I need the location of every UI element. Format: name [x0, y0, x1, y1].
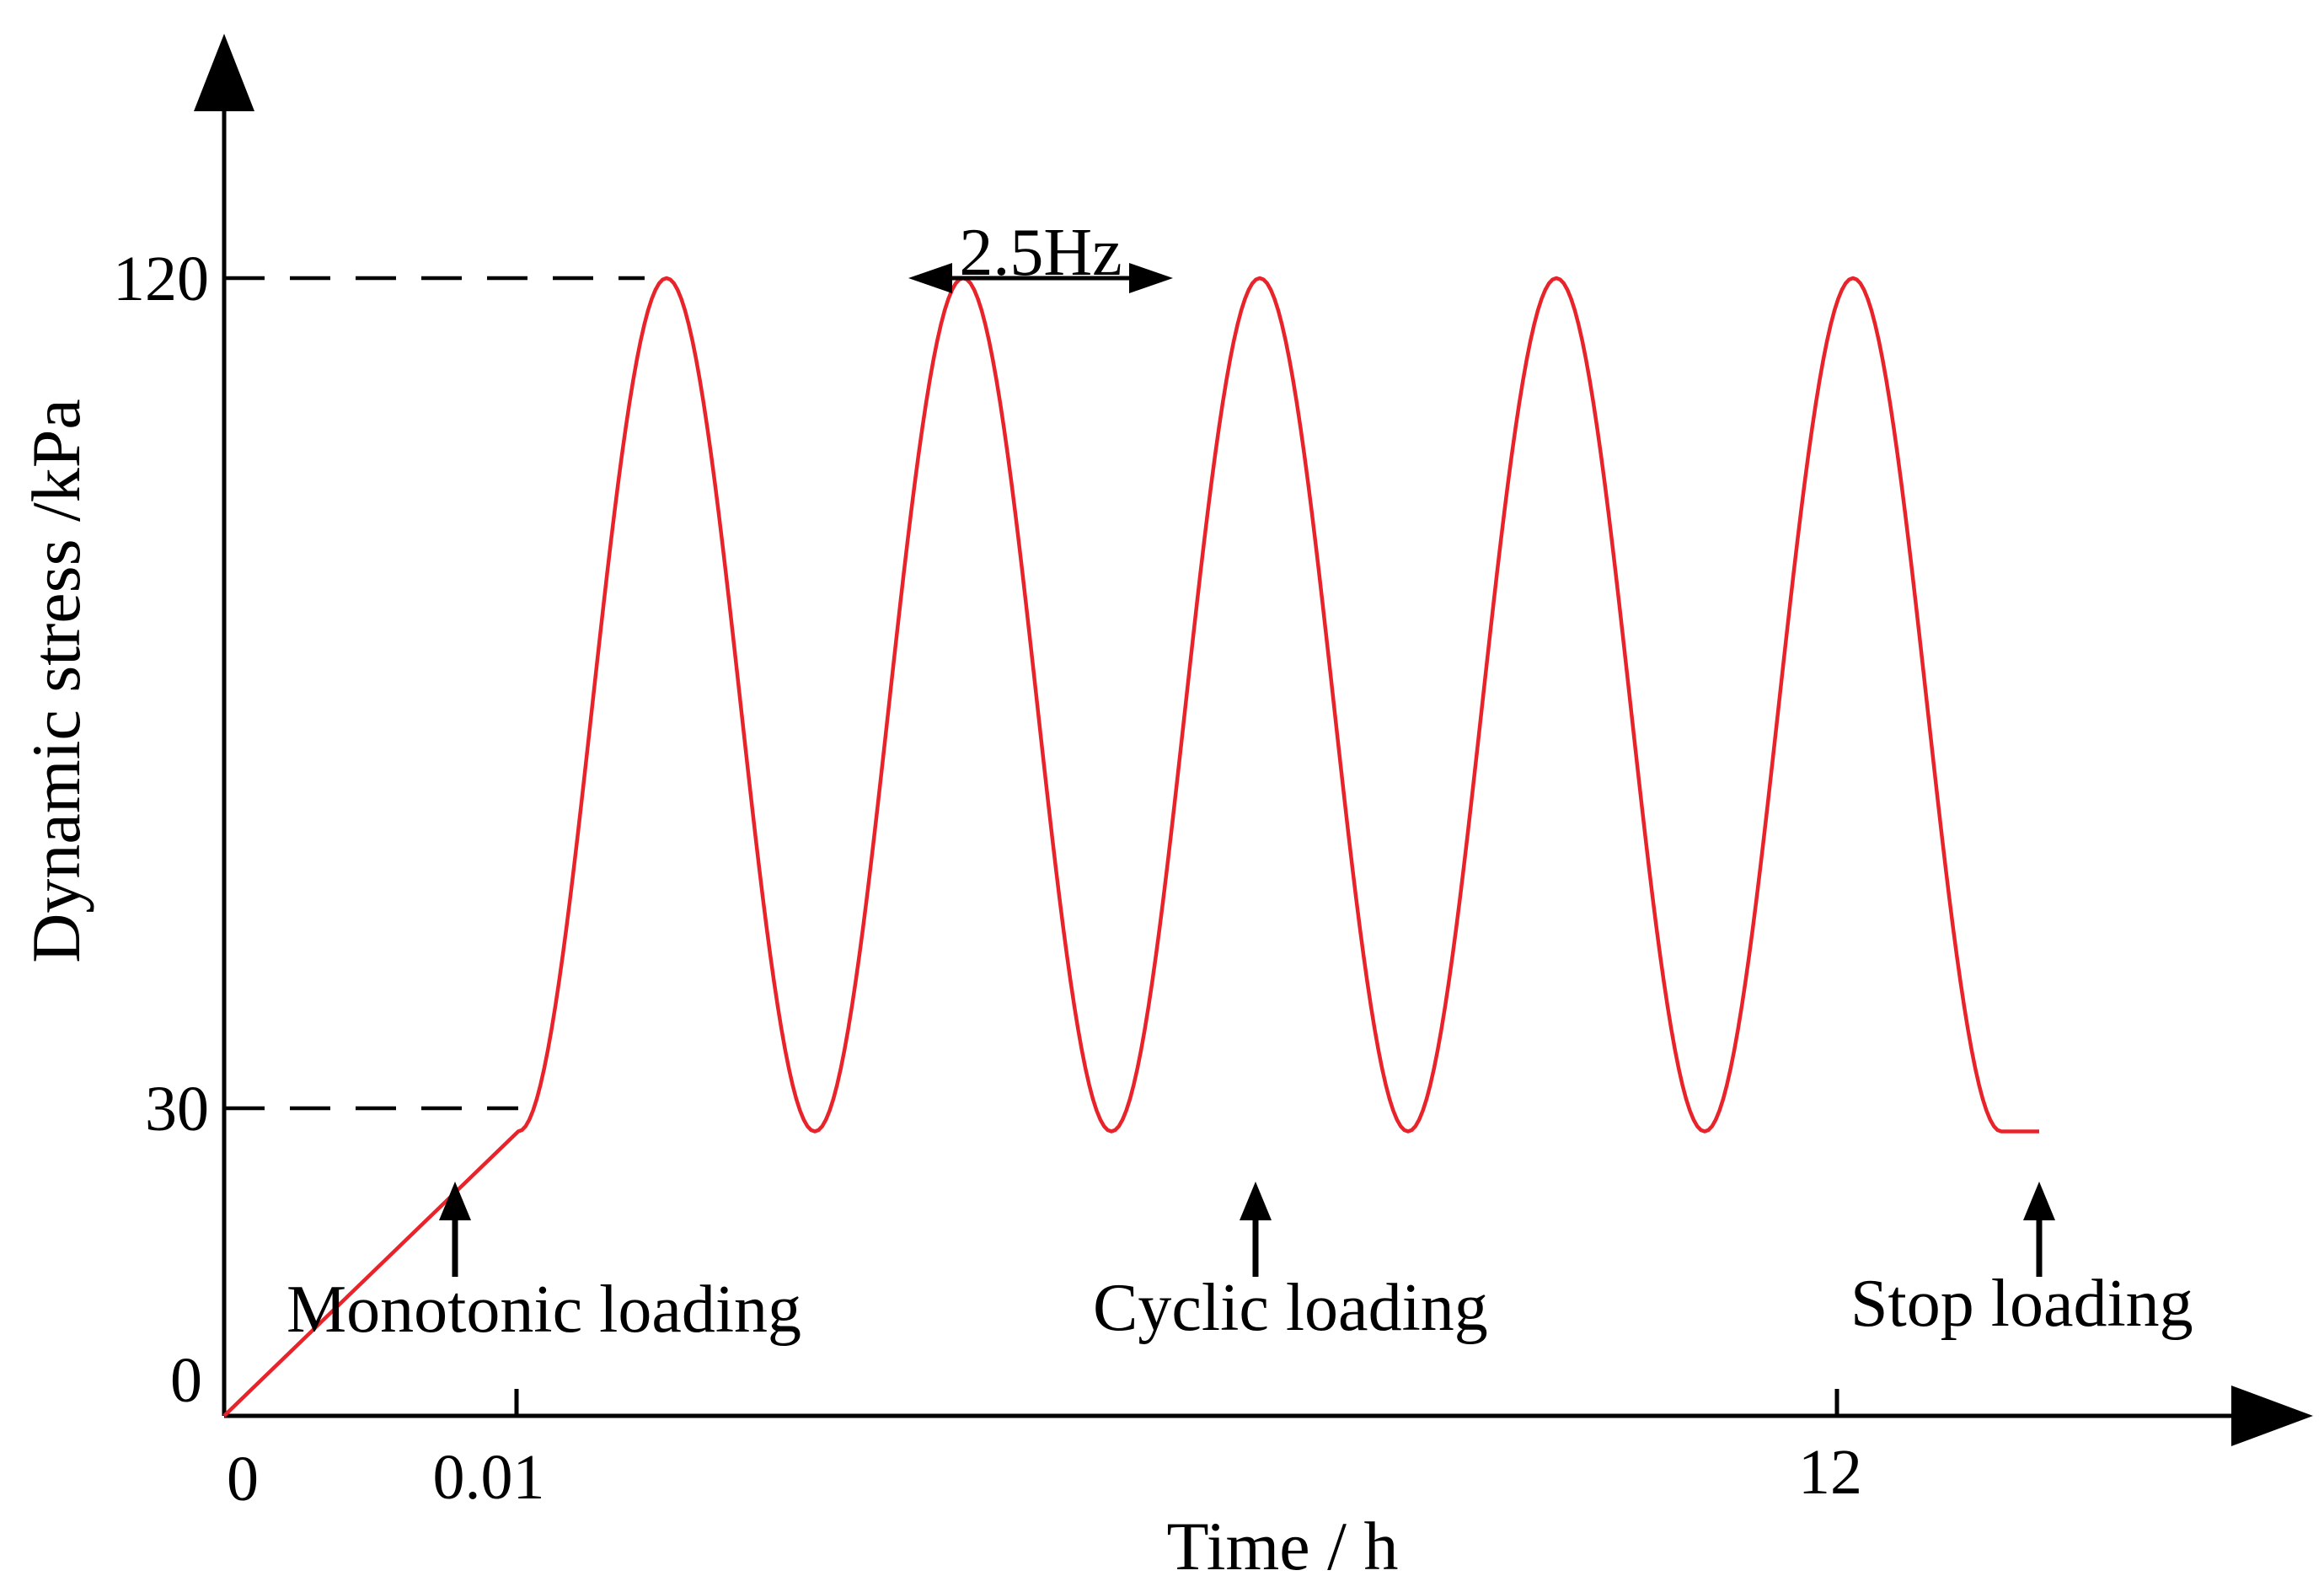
y-axis-title: Dynamic stress /kPa	[18, 399, 94, 963]
frequency-arrowhead-left	[908, 263, 952, 293]
y-axis-arrowhead	[194, 34, 254, 111]
cyclic-arrow	[1240, 1182, 1272, 1277]
stop-loading-label: Stop loading	[1850, 1267, 2193, 1341]
dynamic-stress-curve	[222, 276, 2039, 1418]
y-tick-label-120: 120	[113, 244, 209, 314]
x-tick-label-0: 0	[227, 1444, 259, 1514]
monotonic-loading-label: Monotonic loading	[286, 1273, 801, 1347]
cyclic-loading-label: Cyclic loading	[1093, 1271, 1488, 1345]
y-tick-label-30: 30	[145, 1074, 209, 1144]
y-tick-label-0: 0	[170, 1345, 202, 1416]
frequency-label: 2.5Hz	[959, 216, 1122, 290]
frequency-arrowhead-right	[1129, 263, 1173, 293]
x-tick-label-12: 12	[1798, 1437, 1862, 1508]
monotonic-arrow	[439, 1182, 471, 1277]
x-tick-label-0-01: 0.01	[433, 1442, 545, 1513]
x-axis-arrowhead	[2231, 1386, 2313, 1446]
x-axis-title: Time / h	[1167, 1508, 1399, 1584]
stop-arrow	[2023, 1182, 2055, 1277]
